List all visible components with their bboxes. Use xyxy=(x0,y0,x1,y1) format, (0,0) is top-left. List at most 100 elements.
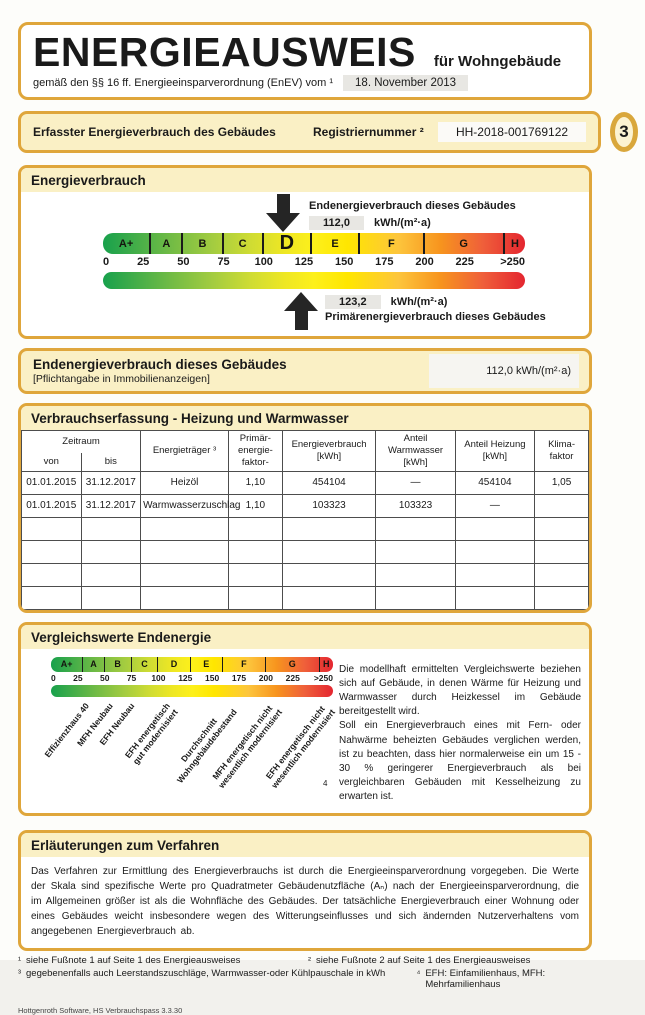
scale-tick: 75 xyxy=(217,256,230,268)
col-header-zeitraum: Zeitraum xyxy=(21,430,142,454)
energy-class-a: A xyxy=(151,233,184,254)
table-cell: 31.12.2017 xyxy=(80,470,142,495)
section-comparison-values: Vergleichswerte Endenergie A+ A B C D E F G H 0 25… xyxy=(18,621,592,816)
energy-class-b: B xyxy=(105,656,132,672)
table-cell xyxy=(375,539,456,564)
energy-gradient-bar xyxy=(103,272,525,289)
table-cell xyxy=(454,539,536,564)
section-title-energieverbrauch: Energieverbrauch xyxy=(21,168,589,192)
table-cell: Heizöl xyxy=(140,470,229,495)
section-consumption-table: Verbrauchserfassung - Heizung und Warmwa… xyxy=(18,403,592,613)
energy-class-c: C xyxy=(224,233,264,254)
footnote-row-2: ³ gegebenenfalls auch Leerstandszuschläg… xyxy=(18,968,618,990)
primary-energy-value-row: 123,2 kWh/(m²·a) xyxy=(325,295,546,309)
comparison-paragraph-1: Die modellhaft ermittelten Vergleichswer… xyxy=(339,663,581,718)
scale-tick: 175 xyxy=(375,256,394,268)
table-cell xyxy=(375,516,456,541)
scale-tick: 100 xyxy=(151,672,166,683)
table-cell xyxy=(281,585,377,610)
document-title: ENERGIEAUSWEIS xyxy=(33,29,416,75)
page-number: 3 xyxy=(619,122,629,141)
table-cell xyxy=(375,562,456,587)
end-energy-unit: kWh/(m²·a) xyxy=(373,217,431,229)
scale-tick: 125 xyxy=(294,256,314,268)
regulation-line: gemäß den §§ 16 ff. Energieeinsparverord… xyxy=(33,75,577,92)
footnote-1-marker: ¹ xyxy=(18,954,21,965)
table-cell: 1,10 xyxy=(227,470,283,495)
col-header-energieverbrauch: Energieverbrauch [kWh] xyxy=(281,430,377,472)
table-cell: 103323 xyxy=(375,493,456,518)
energy-class-a+: A+ xyxy=(51,656,84,672)
col-header-klimafaktor: Klima- faktor xyxy=(534,430,589,472)
energy-class-g: G xyxy=(266,656,320,672)
scale-tick-row: 0 25 50 75 100 125 150 175 200 225 >250 xyxy=(103,254,525,272)
arrow-stem xyxy=(276,194,290,213)
table-row xyxy=(21,539,589,564)
energy-class-d: D xyxy=(264,233,312,254)
table-cell xyxy=(227,539,283,564)
end-energy-label: Endenergieverbrauch dieses Gebäudes xyxy=(309,200,516,212)
col-header-primaerenergiefaktor: Primär- energie- faktor- xyxy=(227,430,283,472)
table-cell: 1,05 xyxy=(534,470,589,495)
section-energy-consumption: Energieverbrauch Endenergieverbrauch die… xyxy=(18,165,592,339)
scale-tick: 0 xyxy=(51,672,56,683)
energy-class-band: A+ A B C D E F G H xyxy=(103,233,525,254)
table-cell: 103323 xyxy=(281,493,377,518)
table-cell xyxy=(140,562,229,587)
table-cell xyxy=(454,562,536,587)
table-cell xyxy=(281,562,377,587)
table-cell xyxy=(227,585,283,610)
table-cell xyxy=(454,585,536,610)
table-row xyxy=(21,562,589,587)
comparison-text: Die modellhaft ermittelten Vergleichswer… xyxy=(339,663,581,805)
energy-class-h: H xyxy=(323,659,330,670)
section-title-vergleichswerte: Vergleichswerte Endenergie xyxy=(21,624,589,649)
footnote-3: ³ gegebenenfalls auch Leerstandszuschläg… xyxy=(18,968,416,990)
table-cell xyxy=(534,493,589,518)
table-cell xyxy=(281,539,377,564)
document-header: ENERGIEAUSWEIS für Wohngebäude gemäß den… xyxy=(18,22,592,100)
scale-tick: 175 xyxy=(231,672,247,683)
section-end-energy: Endenergieverbrauch dieses Gebäudes [Pfl… xyxy=(18,348,592,394)
footnote-3-marker: ³ xyxy=(18,967,21,978)
table-cell xyxy=(375,585,456,610)
table-cell xyxy=(80,585,142,610)
energy-class-a: A xyxy=(83,656,105,672)
table-cell xyxy=(80,562,142,587)
document-subtitle: für Wohngebäude xyxy=(433,53,562,70)
scale-tick: 225 xyxy=(285,672,300,683)
scale-tick: 100 xyxy=(254,256,273,268)
registration-number-value: HH-2018-001769122 xyxy=(438,122,586,142)
regulation-text: gemäß den §§ 16 ff. Energieeinsparverord… xyxy=(33,77,334,90)
scale-tick: >250 xyxy=(313,672,333,683)
table-cell xyxy=(534,562,589,587)
table-cell xyxy=(140,585,229,610)
section-title-verbrauchserfassung: Verbrauchserfassung - Heizung und Warmwa… xyxy=(21,406,589,430)
arrow-head xyxy=(266,213,301,232)
energy-scale-small: A+ A B C D E F G H 0 25 50 75 100 125 150 175 200 225 >250 xyxy=(51,656,333,697)
table-row: 01.01.2015 31.12.2017 Heizöl 1,10 454104—454… xyxy=(21,470,589,495)
reference-labels: Effizienzhaus 40 MFH Neubau EFH Neubau EFH … xyxy=(42,701,337,811)
primary-energy-unit: kWh/(m²·a) xyxy=(390,296,448,308)
comparison-paragraph-2: Soll ein Energieverbrauch eines mit Fern… xyxy=(339,720,581,803)
end-energy-section-subtitle: [Pflichtangabe in Immobilienanzeigen] xyxy=(33,373,210,385)
end-energy-section-title: Endenergieverbrauch dieses Gebäudes xyxy=(33,357,287,372)
table-cell: 01.01.2015 xyxy=(21,470,82,495)
footnote-1: ¹ siehe Fußnote 1 auf Seite 1 des Energi… xyxy=(18,955,308,966)
consumption-table: Zeitraum Energieträger ³ Primär- energie… xyxy=(21,430,589,610)
table-cell: Warmwasserzuschlag xyxy=(140,493,241,518)
primary-energy-value: 123,2 xyxy=(325,295,381,309)
energy-class-g: G xyxy=(425,233,505,254)
col-header-anteil-warmwasser: Anteil Warmwasser [kWh] xyxy=(375,430,456,472)
table-row xyxy=(21,516,589,541)
scale-tick-row: 0 25 50 75 100 125 150 175 200 225 >250 xyxy=(51,671,333,685)
comparison-footnote-marker: 4 xyxy=(323,778,328,788)
scale-tick: 0 xyxy=(103,256,110,268)
scale-tick: 25 xyxy=(137,256,150,268)
table-cell: — xyxy=(375,470,456,495)
table-cell: 31.12.2017 xyxy=(80,493,142,518)
primary-energy-label: Primärenergieverbrauch dieses Gebäudes xyxy=(325,311,546,323)
recorded-consumption-label: Erfasster Energieverbrauch des Gebäudes xyxy=(33,125,276,139)
table-row xyxy=(21,585,589,610)
up-arrow-marker xyxy=(284,292,319,330)
